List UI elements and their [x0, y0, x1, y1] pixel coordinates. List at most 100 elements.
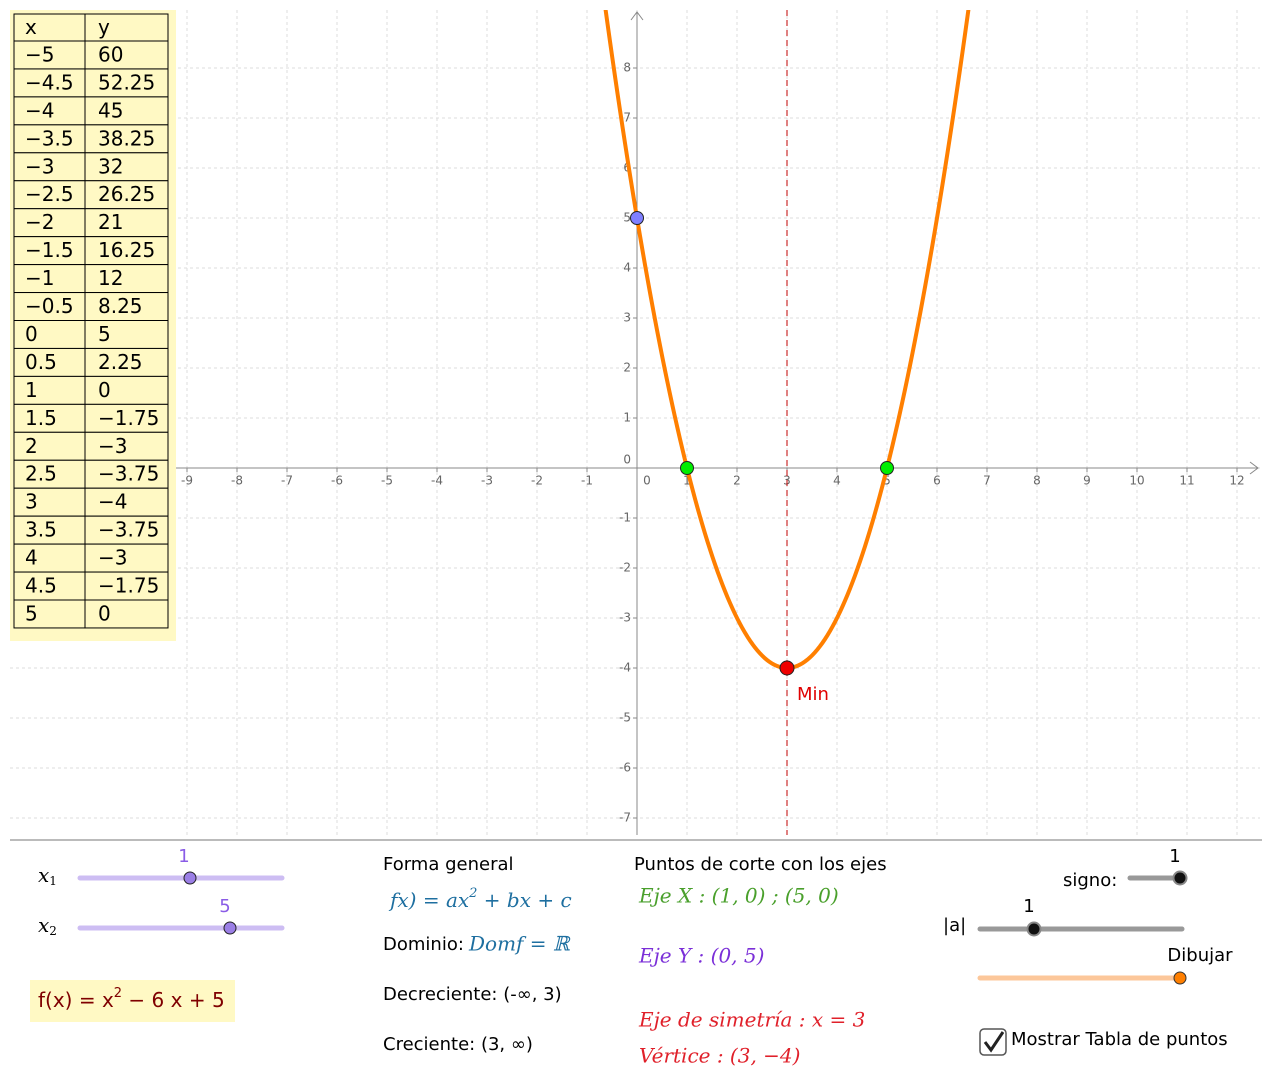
table-value: 2.5 [25, 462, 57, 486]
y-tick-label: 0 [623, 453, 631, 467]
slider-sub: 2 [49, 924, 57, 938]
table-cell [13, 40, 86, 70]
table-cell [84, 264, 169, 294]
formula-text: fx) = ax [388, 888, 469, 912]
slider-label: x2 [38, 913, 57, 938]
y-tick-label: 1 [623, 411, 631, 425]
x-tick-label: -8 [231, 474, 243, 488]
table-cell [84, 180, 169, 210]
table-cell [84, 236, 169, 266]
table-value: 1 [25, 378, 38, 402]
table-cell [84, 40, 169, 70]
slider-knob[interactable] [1173, 971, 1187, 985]
table-cell [84, 487, 169, 517]
symmetry-axis: Eje de simetría : x = 3 [638, 1008, 865, 1032]
slider-label: |a| [943, 915, 966, 936]
slider-value: 5 [219, 896, 230, 917]
table-cell [13, 208, 86, 238]
y-axis-arrow [630, 11, 644, 21]
table-value: 60 [98, 42, 123, 66]
y-tick-label: -1 [619, 511, 631, 525]
x-tick-label: 7 [983, 474, 991, 488]
x-tick-label: -9 [181, 474, 193, 488]
table-value: −0.5 [25, 294, 74, 318]
checkbox-label[interactable]: Mostrar Tabla de puntos [1011, 1029, 1228, 1050]
table-cell [13, 599, 86, 629]
table-value: 21 [98, 210, 123, 234]
table-value: −4.5 [25, 70, 74, 94]
increasing-interval: Creciente: (3, ∞) [383, 1034, 533, 1055]
table-cell [84, 347, 169, 377]
table-value: 5 [98, 322, 111, 346]
checkmark [983, 1031, 1005, 1053]
table-cell [84, 599, 169, 629]
table-header: x [25, 15, 37, 39]
x-tick-label: -6 [331, 474, 343, 488]
table-cell [13, 13, 86, 42]
table-cell [13, 124, 86, 154]
y-tick-label: -7 [619, 811, 631, 825]
y-tick-label: 4 [623, 261, 631, 275]
x-intercept-point [680, 461, 694, 475]
table-cell [13, 96, 86, 126]
table-value: −3.5 [25, 126, 74, 150]
x-tick-label: -5 [381, 474, 393, 488]
slider-value: 1 [1169, 846, 1180, 867]
table-value: 0 [98, 378, 111, 402]
x-tick-label: 1 [683, 474, 691, 488]
table-value: 12 [98, 266, 123, 290]
table-cell [84, 375, 169, 405]
x-tick-label: 8 [1033, 474, 1041, 488]
function-exponent: 2 [114, 986, 122, 1001]
table-cell [84, 152, 169, 182]
section-title: Puntos de corte con los ejes [634, 854, 887, 875]
table-cell [13, 68, 86, 98]
slider-value: 1 [178, 846, 189, 867]
y-tick-label: 5 [623, 211, 631, 225]
table-cell [13, 236, 86, 266]
table-cell [84, 13, 169, 42]
y-tick-label: -2 [619, 561, 631, 575]
table-value: 26.25 [98, 182, 155, 206]
x-tick-label: -3 [481, 474, 493, 488]
table-value: −4 [25, 98, 54, 122]
formula-exponent: 2 [468, 886, 477, 901]
table-cell [13, 515, 86, 545]
table-cell [13, 571, 86, 601]
x-tick-label: 11 [1179, 474, 1194, 488]
y-tick-label: -3 [619, 611, 631, 625]
x-tick-label: 4 [833, 474, 841, 488]
table-value: 0.5 [25, 350, 57, 374]
slider-name: x [38, 913, 49, 937]
table-value: 2.25 [98, 350, 143, 374]
x-tick-label: 2 [733, 474, 741, 488]
x-tick-label: 0 [643, 474, 651, 488]
table-cell [13, 320, 86, 349]
control-panel: x1 1 x2 5 f(x) = x2 − 6 x + 5 Forma gene… [30, 846, 1233, 1068]
slider-label: x1 [38, 863, 57, 888]
slider-knob[interactable] [183, 871, 197, 885]
slider-sub: 1 [49, 874, 57, 888]
table-value: 8.25 [98, 294, 143, 318]
x-tick-label: 10 [1129, 474, 1144, 488]
x-tick-label: 5 [883, 474, 891, 488]
table-header: y [98, 15, 110, 39]
slider-label: Dibujar [1167, 945, 1233, 966]
table-value: −3 [98, 546, 127, 570]
table-value: −1.75 [98, 406, 159, 430]
table-value: −3 [98, 434, 127, 458]
table-value: 52.25 [98, 70, 155, 94]
y-tick-label: 3 [623, 311, 631, 325]
y-intercept-point [630, 211, 644, 225]
table-value: −3.75 [98, 518, 159, 542]
x-tick-label: 12 [1229, 474, 1244, 488]
table-cell [84, 320, 169, 349]
table-value: −2 [25, 210, 54, 234]
points-table: x y−5 60−4.5 52.25−4 45−3.5 38.25−3 32−2.5 26.2… [10, 10, 176, 641]
slider-value: 1 [1023, 896, 1034, 917]
table-value: −1.5 [25, 238, 74, 262]
graphics-view: -9-8-7-6-5-4-3-2-10123456789101112-7-6-5… [10, 10, 1260, 835]
slider-knob[interactable] [1026, 921, 1042, 937]
slider-knob[interactable] [223, 921, 237, 935]
slider-knob[interactable] [1172, 870, 1188, 886]
